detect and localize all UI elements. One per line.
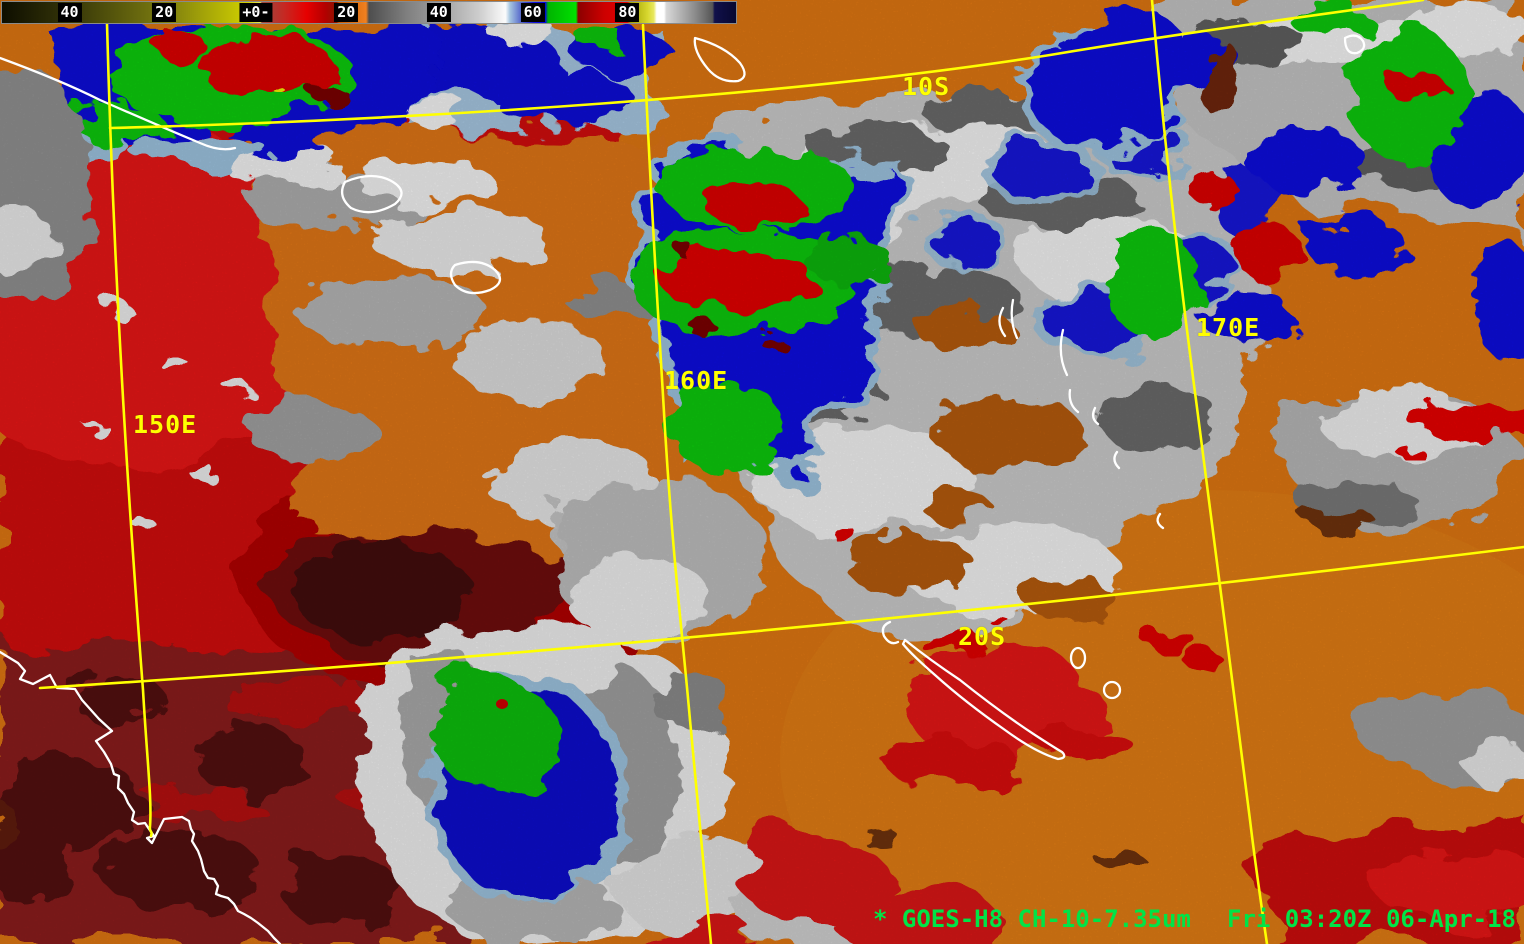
coastline-vanuatu-north bbox=[998, 298, 1080, 414]
temperature-colorbar: 40 20 +0- 20 40 60 80 bbox=[1, 1, 737, 24]
colorbar-tick-label: 20 bbox=[334, 3, 359, 22]
annotation-datetime: Fri 03:20Z 06-Apr-18 bbox=[1227, 905, 1516, 933]
coastline-bougainville bbox=[693, 36, 746, 83]
coastline-nc-north-tip bbox=[881, 620, 900, 645]
colorbar-tick-label: 80 bbox=[615, 3, 640, 22]
colorbar-tick-label: 60 bbox=[520, 3, 545, 22]
colorbar-tick-label: 40 bbox=[57, 3, 82, 22]
annotation-sensor: * GOES-H8 CH-10-7.35um bbox=[873, 905, 1191, 933]
grid-lines bbox=[38, 0, 1524, 944]
grid-label-170e: 170E bbox=[1196, 313, 1261, 342]
colorbar-tick-label: +0- bbox=[239, 3, 273, 22]
grid-label-10s: 10S bbox=[902, 72, 951, 101]
coastline-png bbox=[0, 56, 237, 151]
colorbar-tick-label: 40 bbox=[426, 3, 451, 22]
gridline-parallel-20s bbox=[38, 545, 1524, 690]
gridline-meridian-170e bbox=[1150, 0, 1269, 944]
gridline-parallel-10s bbox=[108, 0, 1425, 130]
coastline-new-caledonia bbox=[901, 638, 1066, 761]
coastline-santa-cruz bbox=[1343, 34, 1366, 55]
gridline-meridian-160e bbox=[641, 23, 713, 944]
coastline-island-ferg bbox=[340, 174, 403, 214]
coastline-loyalty-2 bbox=[1102, 680, 1122, 700]
grid-label-160e: 160E bbox=[664, 366, 729, 395]
coastline-loyalty-1 bbox=[1069, 646, 1087, 670]
gridline-meridian-150e bbox=[105, 22, 153, 838]
coastline-vanuatu-central bbox=[1091, 406, 1165, 530]
grid-label-150e: 150E bbox=[133, 410, 198, 439]
grid-label-20s: 20S bbox=[958, 622, 1007, 651]
coastline-island-louisiade bbox=[449, 260, 502, 295]
colorbar-tick-label: 20 bbox=[152, 3, 177, 22]
